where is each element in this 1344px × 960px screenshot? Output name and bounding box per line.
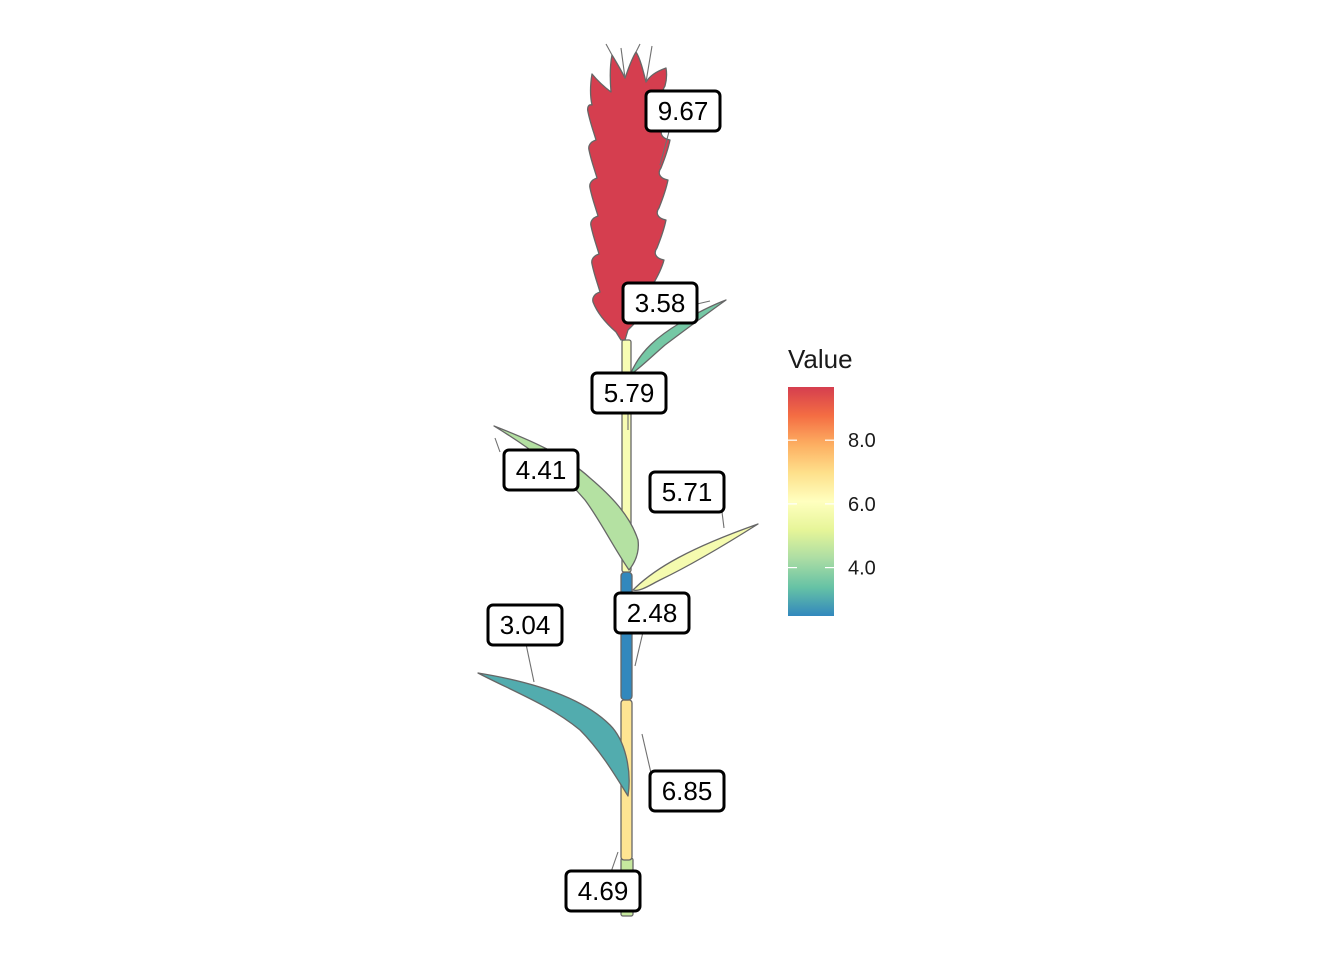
legend-tick-label: 6.0 xyxy=(848,494,876,516)
label-internode-4: 4.69 xyxy=(564,869,642,913)
leader-spike xyxy=(659,127,671,166)
label-peduncle: 5.79 xyxy=(590,371,668,415)
leader-internode-4 xyxy=(610,851,619,873)
leaf-2-blade xyxy=(493,425,640,571)
legend-colorbar xyxy=(788,387,834,616)
leaf-3-blade xyxy=(632,523,759,591)
leader-leaf-2 xyxy=(494,437,501,453)
leader-leaf-3 xyxy=(721,511,725,529)
legend-tick-label: 4.0 xyxy=(848,558,876,580)
leader-leaf-4 xyxy=(525,643,535,683)
label-spike-text: 9.67 xyxy=(658,96,709,126)
label-leaf-2: 4.41 xyxy=(502,448,580,492)
label-leaf-4-text: 3.04 xyxy=(500,610,551,640)
leader-lines xyxy=(494,127,725,873)
leader-flag-leaf xyxy=(696,300,711,305)
label-leaf-4: 3.04 xyxy=(486,603,564,647)
legend-title: Value xyxy=(788,344,853,374)
label-leaf-2-text: 4.41 xyxy=(516,455,567,485)
legend: Value 8.0 6.0 4.0 xyxy=(788,344,876,616)
leaf-4-blade xyxy=(477,672,630,797)
leader-internode-2 xyxy=(634,631,644,667)
flag-leaf-blade xyxy=(629,299,727,376)
label-internode-4-text: 4.69 xyxy=(578,876,629,906)
spike-awns xyxy=(605,43,653,83)
label-internode-2: 2.48 xyxy=(613,591,691,635)
label-internode-3-text: 6.85 xyxy=(662,776,713,806)
label-leaf-3-text: 5.71 xyxy=(662,477,713,507)
legend-ticks: 8.0 6.0 4.0 xyxy=(788,430,876,580)
label-leaf-3: 5.71 xyxy=(648,470,726,514)
label-peduncle-text: 5.79 xyxy=(604,378,655,408)
leader-internode-3 xyxy=(641,733,652,774)
legend-tick-label: 8.0 xyxy=(848,430,876,452)
label-internode-2-text: 2.48 xyxy=(627,598,678,628)
label-flag-leaf-text: 3.58 xyxy=(635,288,686,318)
internode-2-segment xyxy=(620,571,633,701)
label-internode-3: 6.85 xyxy=(648,769,726,813)
label-spike: 9.67 xyxy=(644,89,722,133)
label-flag-leaf: 3.58 xyxy=(621,281,699,325)
